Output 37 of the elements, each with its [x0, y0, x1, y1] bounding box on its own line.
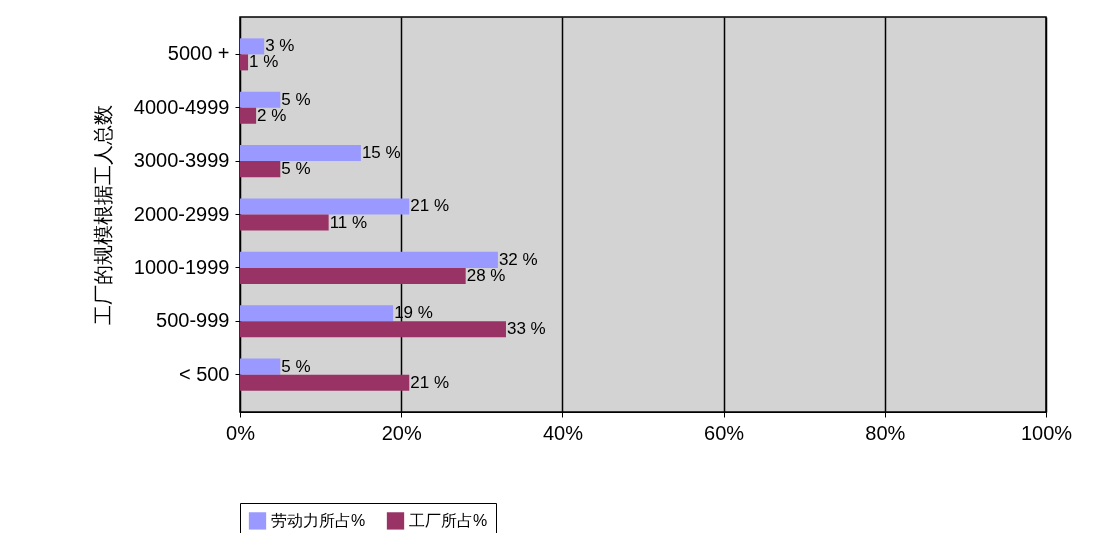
x-tick-label: 80% [865, 421, 906, 444]
y-tick-label: 500-999 [156, 309, 230, 332]
bar [240, 145, 361, 162]
y-tick-label: 4000-4999 [133, 95, 230, 118]
bar [240, 54, 249, 71]
x-tick-label: 40% [542, 421, 584, 444]
bar [240, 321, 506, 338]
x-tick-label: 20% [381, 421, 422, 444]
bar [240, 374, 410, 391]
bar [240, 107, 257, 124]
bar [240, 91, 281, 108]
data-label: 15 % [361, 143, 401, 163]
data-label: 33 % [506, 319, 546, 339]
data-label: 11 % [329, 212, 368, 232]
bar [240, 305, 394, 322]
x-tick-label: 60% [704, 421, 745, 444]
data-label: 21 % [410, 372, 450, 392]
y-tick-label: < 500 [178, 362, 230, 385]
x-tick-label: 100% [1020, 421, 1073, 444]
bar [240, 214, 329, 231]
y-tick-label: 3000-3999 [133, 149, 230, 172]
legend-label: 劳动力所占% [271, 511, 366, 529]
y-tick-label: 5000 + [167, 42, 230, 65]
y-tick-label: 2000-2999 [133, 202, 230, 225]
bar [240, 251, 498, 268]
bar [240, 38, 265, 55]
y-axis-title: 工厂的规模根据工人总数 [91, 105, 114, 325]
data-label: 21 % [410, 196, 450, 216]
bar [240, 198, 410, 215]
legend-label: 工厂所占% [409, 511, 488, 529]
data-label: 5 % [281, 356, 311, 376]
y-tick-label: 1000-1999 [133, 255, 230, 278]
bar [240, 267, 466, 284]
data-label: 5 % [281, 159, 311, 179]
bar [240, 358, 281, 375]
bar [240, 161, 281, 178]
x-tick-label: 0% [226, 421, 256, 444]
